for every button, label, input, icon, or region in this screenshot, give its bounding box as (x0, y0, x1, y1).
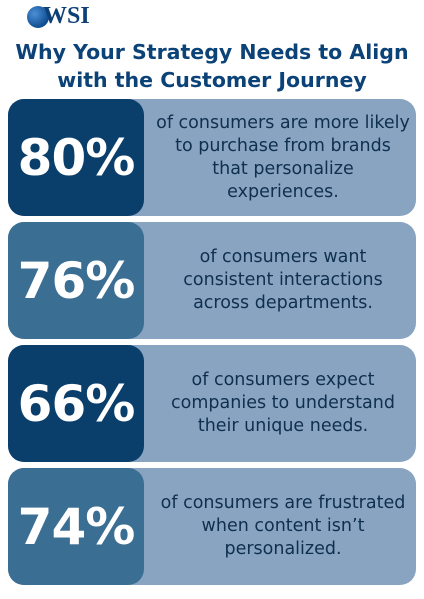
stat-description-1: of consumers are more likely to purchase… (156, 112, 410, 202)
stat-card-2: 76% of consumers want consistent interac… (8, 222, 416, 339)
title-line-2: with the Customer Journey (57, 68, 367, 92)
title-line-1: Why Your Strategy Needs to Align (15, 40, 409, 64)
stat-card-1: 80% of consumers are more likely to purc… (8, 99, 416, 216)
stat-description-3: of consumers expect companies to underst… (171, 370, 395, 436)
wsi-logo: WSI (27, 3, 90, 30)
logo-text: WSI (43, 3, 90, 29)
stat-value-1: 80% (8, 99, 144, 216)
stat-card-3: 66% of consumers expect companies to und… (8, 345, 416, 462)
stat-value-3: 66% (8, 345, 144, 462)
stat-card-4: 74% of consumers are frustrated when con… (8, 468, 416, 585)
globe-icon (27, 5, 49, 28)
stat-value-4: 74% (8, 468, 144, 585)
page-title: Why Your Strategy Needs to Align with th… (0, 38, 424, 94)
stat-description-4: of consumers are frustrated when content… (160, 493, 406, 559)
stat-value-2: 76% (8, 222, 144, 339)
stat-description-2: of consumers want consistent interaction… (183, 247, 383, 313)
